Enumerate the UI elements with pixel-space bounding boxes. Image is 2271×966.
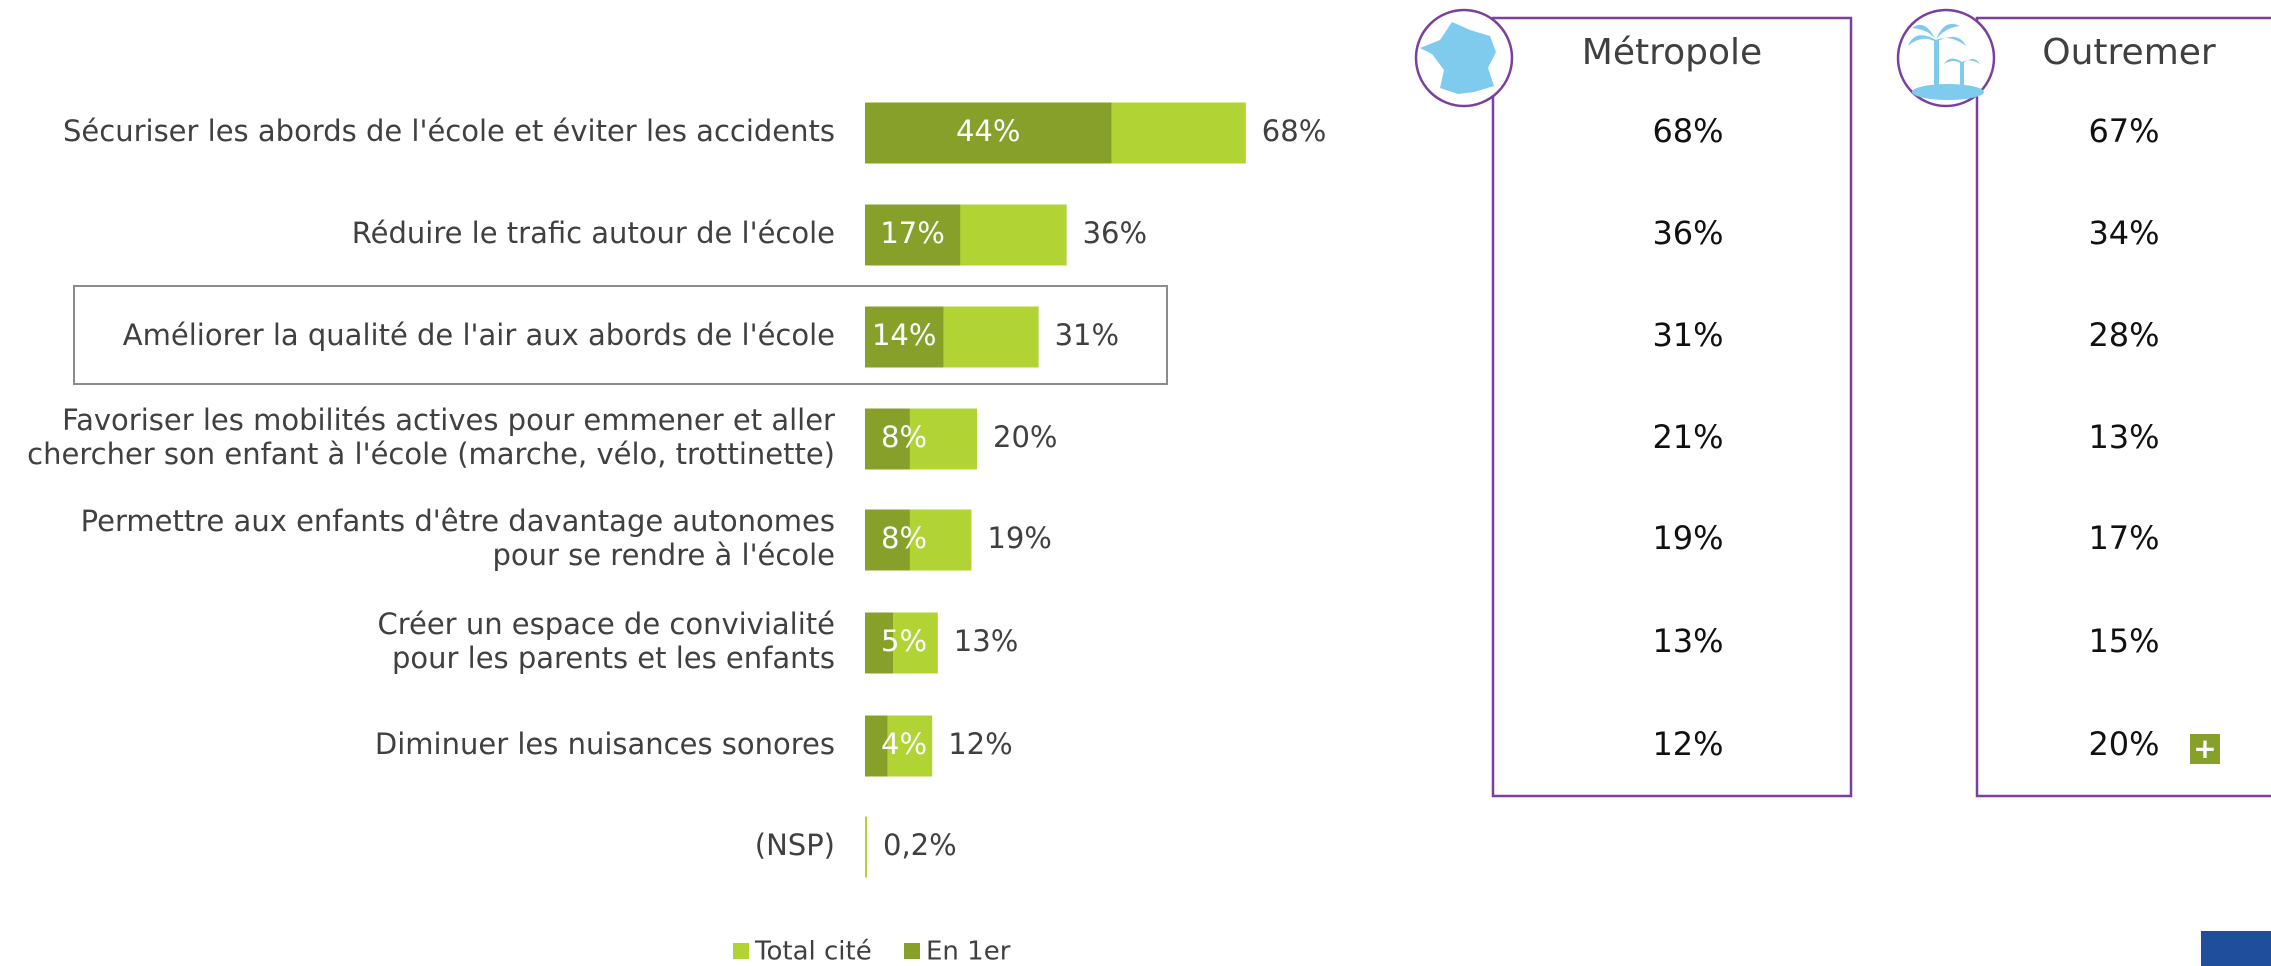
france-icon <box>1420 22 1496 94</box>
value-label: 36% <box>1083 216 1147 250</box>
value-label: 31% <box>1055 318 1119 352</box>
island-icon <box>1908 23 1984 100</box>
legend-swatch <box>733 943 749 959</box>
bar-first <box>865 612 893 674</box>
panel-value: 68% <box>1652 112 1723 150</box>
category-label: Favoriser les mobilités actives pour emm… <box>27 403 835 471</box>
bar-first <box>865 715 888 777</box>
category-label: (NSP) <box>755 828 835 862</box>
bar-inner-label: 17% <box>880 216 944 250</box>
value-label: 13% <box>954 624 1018 658</box>
panel-value: 21% <box>1652 418 1723 456</box>
bar-inner-label: 4% <box>881 727 927 761</box>
icon-circle <box>1896 8 1996 108</box>
panel-box <box>1975 16 2271 798</box>
bar-first <box>865 509 910 571</box>
panel-title: Métropole <box>1582 32 1762 73</box>
bar-first <box>865 204 961 266</box>
panel-value: 13% <box>1652 622 1723 660</box>
bar-first <box>865 306 944 368</box>
value-label: 12% <box>948 727 1012 761</box>
category-label: Diminuer les nuisances sonores <box>375 727 835 761</box>
legend-label: En 1er <box>926 937 1011 966</box>
legend-swatch <box>904 943 920 959</box>
value-label: 20% <box>993 420 1057 454</box>
legend-label: Total cité <box>754 937 872 966</box>
panel-value: 13% <box>2088 418 2159 456</box>
panel-value: 36% <box>1652 214 1723 252</box>
logo <box>2201 931 2271 966</box>
panel-value: 20% <box>2088 725 2159 763</box>
bar-inner-label: 14% <box>872 318 936 352</box>
panel-box <box>1491 16 1853 798</box>
panel-title: Outremer <box>2042 32 2216 73</box>
category-label: Sécuriser les abords de l'école et évite… <box>63 114 835 148</box>
category-label: Permettre aux enfants d'être davantage a… <box>81 504 835 572</box>
bar-first <box>865 408 910 470</box>
panel-value: 34% <box>2088 214 2159 252</box>
highlight-box <box>73 285 1168 385</box>
value-label: 68% <box>1262 114 1326 148</box>
panel-value: 31% <box>1652 316 1723 354</box>
bar-inner-label: 8% <box>881 420 927 454</box>
marker-box <box>2190 734 2220 764</box>
category-label: Réduire le trafic autour de l'école <box>352 216 835 250</box>
marker: + <box>2193 732 2216 765</box>
value-label: 0,2% <box>883 828 957 862</box>
bar-inner-label: 8% <box>881 521 927 555</box>
panel-value: 19% <box>1652 519 1723 557</box>
panel-value: 15% <box>2088 622 2159 660</box>
panel-value: 28% <box>2088 316 2159 354</box>
bar-inner-label: 5% <box>881 624 927 658</box>
panel-value: 67% <box>2088 112 2159 150</box>
value-label: 19% <box>987 521 1051 555</box>
bar-first <box>865 102 1112 164</box>
panel-value: 12% <box>1652 725 1723 763</box>
bar-inner-label: 44% <box>956 114 1020 148</box>
bar-total <box>865 816 867 878</box>
category-label: Améliorer la qualité de l'air aux abords… <box>123 318 835 352</box>
panel-value: 17% <box>2088 519 2159 557</box>
category-label: Créer un espace de convivialité pour les … <box>377 607 835 675</box>
